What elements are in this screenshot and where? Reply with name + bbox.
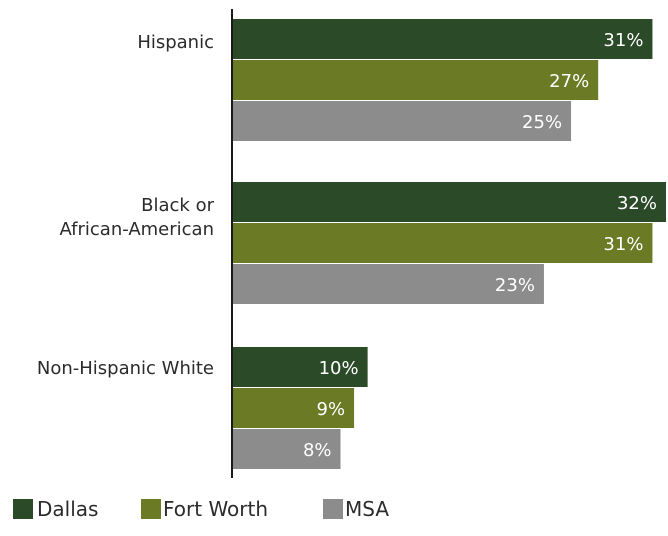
data-label-dallas-1: 32% xyxy=(617,193,657,214)
data-label-fort-worth-0: 27% xyxy=(549,71,589,92)
legend-label-msa: MSA xyxy=(345,497,389,521)
data-label-dallas-0: 31% xyxy=(603,30,643,51)
category-label-0-line-0: Hispanic xyxy=(137,32,214,53)
bar-msa-2 xyxy=(232,429,341,469)
bar-dallas-1 xyxy=(232,182,666,222)
category-label-1-line-1: African-American xyxy=(59,219,214,240)
data-label-msa-1: 23% xyxy=(495,275,535,296)
bar-fort-worth-1 xyxy=(232,223,653,263)
data-label-msa-0: 25% xyxy=(522,112,562,133)
legend-label-fort-worth: Fort Worth xyxy=(163,497,268,521)
legend-swatch-fort-worth xyxy=(141,499,161,519)
category-label-1-line-0: Black or xyxy=(141,195,214,216)
legend-swatch-dallas xyxy=(13,499,33,519)
bar-fort-worth-0 xyxy=(232,60,599,100)
legend-swatch-msa xyxy=(323,499,343,519)
bar-fort-worth-2 xyxy=(232,388,355,428)
bar-msa-1 xyxy=(232,264,544,304)
data-label-msa-2: 8% xyxy=(303,440,332,461)
bar-dallas-0 xyxy=(232,19,653,59)
legend-label-dallas: Dallas xyxy=(37,497,98,521)
data-label-fort-worth-2: 9% xyxy=(317,399,346,420)
category-label-2-line-0: Non-Hispanic White xyxy=(37,358,214,379)
bar-msa-0 xyxy=(232,101,572,141)
data-label-dallas-2: 10% xyxy=(319,358,359,379)
bar-dallas-2 xyxy=(232,347,368,387)
data-label-fort-worth-1: 31% xyxy=(603,234,643,255)
